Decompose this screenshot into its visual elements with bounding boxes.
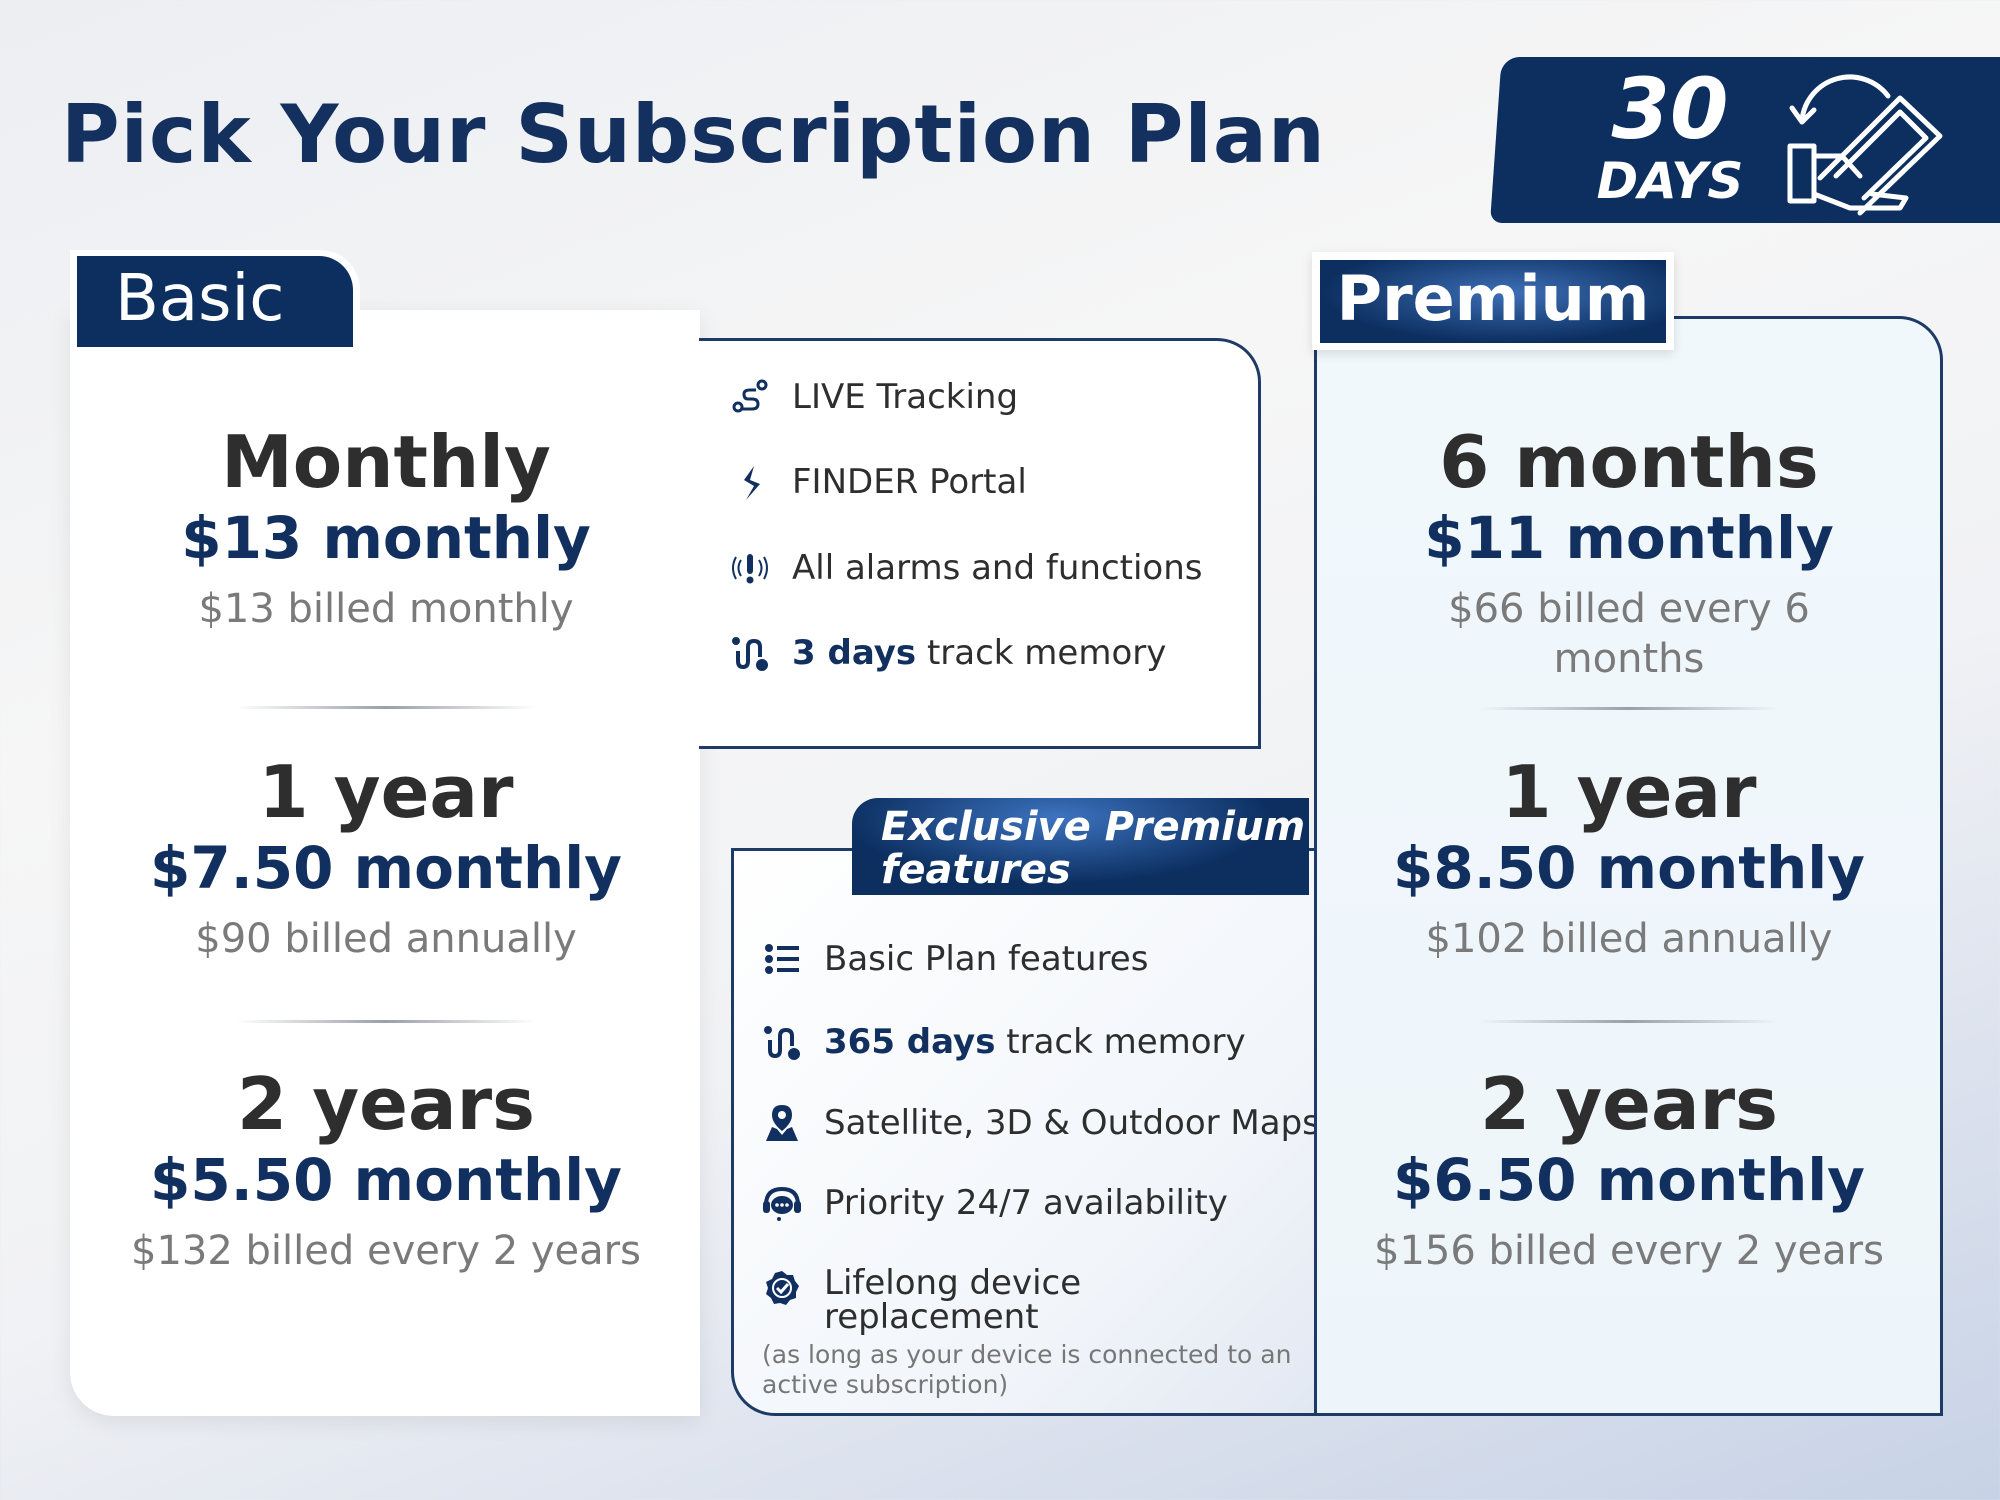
feature-track-memory-premium: 365 days track memory	[762, 1022, 1246, 1062]
premium-plan-card	[1314, 316, 1943, 1416]
feature-finder-portal: FINDER Portal	[730, 462, 1027, 502]
money-back-hand-icon	[1787, 74, 1943, 216]
plan-billing: $102 billed annually	[1425, 916, 1833, 962]
basic-plan-2-years[interactable]: 2 years $5.50 monthly $132 billed every …	[76, 1062, 696, 1276]
feature-highlight: 365 days	[824, 1022, 996, 1062]
feature-maps: Satellite, 3D & Outdoor Maps	[762, 1103, 1320, 1143]
feature-text: Priority 24/7 availability	[824, 1183, 1228, 1223]
plan-price: $8.50 monthly	[1393, 834, 1865, 902]
plan-price: $7.50 monthly	[150, 834, 622, 902]
plan-price: $6.50 monthly	[1393, 1146, 1865, 1214]
map-pin-icon	[766, 1105, 798, 1141]
plan-price: $5.50 monthly	[150, 1146, 622, 1214]
premium-plan-label: Premium	[1320, 260, 1666, 343]
list-icon	[765, 944, 799, 974]
plan-billing: $66 billed every 6 months	[1448, 586, 1810, 682]
plan-period: 2 years	[237, 1062, 535, 1146]
plan-billing: $156 billed every 2 years	[1374, 1228, 1884, 1274]
plan-period: 1 year	[258, 750, 514, 834]
premium-plan-6-months[interactable]: 6 months $11 monthly $66 billed every 6 …	[1319, 420, 1939, 684]
basic-plan-1-year[interactable]: 1 year $7.50 monthly $90 billed annually	[76, 750, 696, 964]
replacement-note: (as long as your device is connected to …	[762, 1340, 1292, 1399]
verified-badge-icon	[766, 1271, 799, 1305]
premium-plan-1-year[interactable]: 1 year $8.50 monthly $102 billed annuall…	[1319, 750, 1939, 964]
page-title: Pick Your Subscription Plan	[61, 88, 1326, 181]
plan-price: $13 monthly	[181, 504, 591, 572]
feature-text: Basic Plan features	[824, 939, 1149, 979]
track-path-icon	[732, 637, 768, 671]
exclusive-title-line1: Exclusive Premium	[881, 804, 1306, 850]
feature-live-tracking: LIVE Tracking	[730, 377, 1018, 417]
feature-alarms: All alarms and functions	[730, 548, 1202, 588]
alarm-icon	[732, 554, 768, 584]
basic-features-box	[699, 338, 1261, 749]
feature-device-replacement: Lifelong device replacement	[762, 1266, 1092, 1334]
plan-period: Monthly	[221, 420, 551, 504]
feature-text: All alarms and functions	[792, 548, 1203, 588]
basic-plan-card	[70, 310, 700, 1416]
feature-text: LIVE Tracking	[792, 377, 1019, 417]
guarantee-days-number: 30	[1611, 60, 1729, 158]
track-path-icon	[764, 1026, 800, 1060]
feature-text: 365 days track memory	[824, 1022, 1246, 1062]
route-pin-icon	[732, 379, 768, 413]
premium-plan-2-years[interactable]: 2 years $6.50 monthly $156 billed every …	[1319, 1062, 1939, 1276]
feature-text: Satellite, 3D & Outdoor Maps	[824, 1103, 1320, 1143]
feature-priority-support: Priority 24/7 availability	[762, 1183, 1228, 1223]
basic-plan-label: Basic	[77, 256, 353, 347]
plan-period: 6 months	[1439, 420, 1819, 504]
plan-billing: $90 billed annually	[195, 916, 577, 962]
basic-plan-monthly[interactable]: Monthly $13 monthly $13 billed monthly	[76, 420, 696, 634]
feature-text: Lifelong device replacement	[824, 1263, 1082, 1337]
exclusive-features-header: Exclusive Premium features	[852, 798, 1309, 895]
support-chat-icon	[763, 1186, 801, 1221]
plan-price: $11 monthly	[1424, 504, 1834, 572]
feature-basic-plan: Basic Plan features	[762, 939, 1148, 979]
plan-period: 1 year	[1501, 750, 1757, 834]
plan-period: 2 years	[1480, 1062, 1778, 1146]
exclusive-title-line2: features	[881, 847, 1071, 893]
divider	[236, 1020, 536, 1023]
exclusive-features-box	[731, 848, 1314, 1416]
divider	[1479, 1020, 1779, 1023]
feature-highlight: 3 days	[792, 633, 917, 673]
feature-text-rest: track memory	[916, 633, 1167, 673]
plan-billing: $13 billed monthly	[198, 586, 574, 632]
divider	[1479, 707, 1779, 710]
feature-track-memory: 3 days track memory	[730, 633, 1166, 673]
feature-text: 3 days track memory	[792, 633, 1166, 673]
finder-logo-icon	[744, 466, 760, 500]
feature-text: FINDER Portal	[792, 462, 1027, 502]
plan-billing: $132 billed every 2 years	[131, 1228, 641, 1274]
guarantee-days-label: DAYS	[1596, 152, 1744, 210]
feature-text-rest: track memory	[995, 1022, 1246, 1062]
divider	[236, 706, 536, 709]
